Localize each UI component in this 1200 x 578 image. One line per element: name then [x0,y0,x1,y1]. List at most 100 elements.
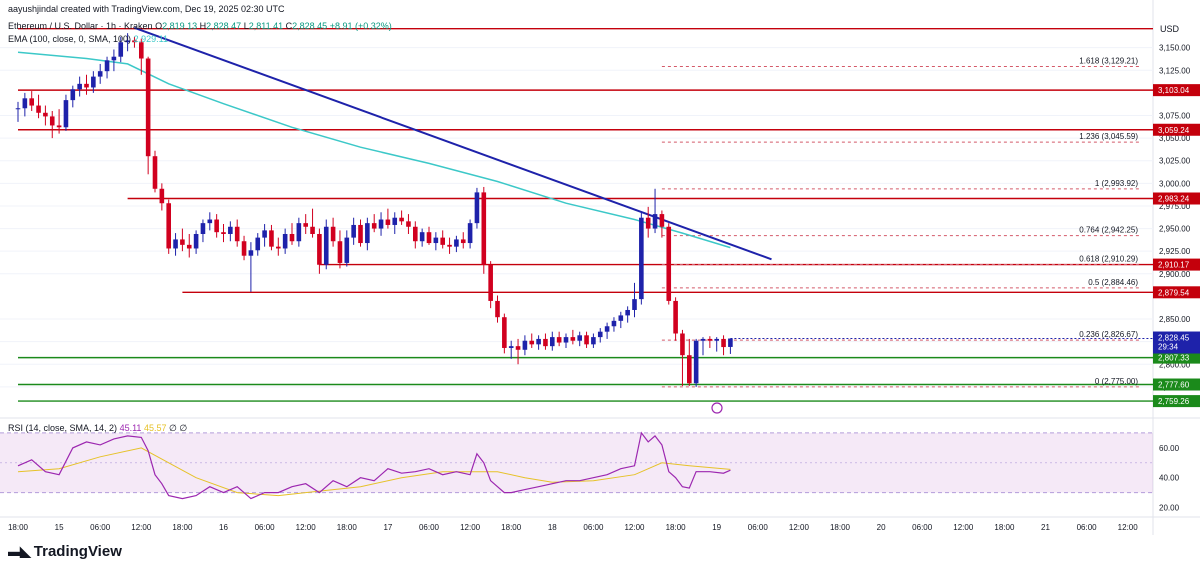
candle [49,110,55,139]
candle-body [604,326,610,332]
candle [159,183,165,211]
level-price-tag [1153,395,1200,408]
level-price-tag [1153,258,1200,271]
candle [522,335,528,356]
candle [550,331,555,351]
x-tick-label: 18:00 [337,523,358,532]
candle [43,105,48,126]
rsi-label: RSI (14, close, SMA, 14, 2) [8,423,118,433]
rsi-tick-label: 60.00 [1159,444,1180,453]
trendline [134,26,772,261]
ema-legend[interactable]: EMA (100, close, 0, SMA, 100) 2,929.11 [8,34,168,44]
x-tick-label: 18:00 [501,523,522,532]
candle [543,333,548,350]
candle [289,223,295,245]
high-value: 2,828.47 [206,21,242,31]
candle [139,38,144,75]
x-tick-label: 17 [383,523,392,532]
candle-body [591,337,596,345]
candle [570,329,576,345]
candle [180,228,185,252]
candle [392,212,398,234]
fib-level-label: 0.5 (2,884.46) [1088,278,1138,287]
candle-body [413,226,418,242]
rsi-tick-label: 20.00 [1159,504,1180,513]
candle [700,337,706,356]
candle-body [97,71,103,77]
candle-body [707,338,713,341]
level-price-tag [1153,286,1200,299]
x-tick-label: 06:00 [912,523,933,532]
rsi-legend[interactable]: RSI (14, close, SMA, 14, 2) 45.11 45.57 … [8,423,187,434]
candle-body [186,244,192,249]
candle-body [303,223,308,227]
y-tick-label: 2,850.00 [1159,315,1191,324]
level-price-label: 2,983.24 [1158,195,1190,204]
candle-body [255,237,261,251]
ohlc-legend: Ethereum / U.S. Dollar · 1h · Kraken O2,… [8,21,392,31]
candle [597,328,603,343]
candle [241,235,247,261]
level-price-label: 2,777.60 [1158,381,1190,390]
y-tick-label: 3,075.00 [1159,112,1191,121]
candle-body [529,340,535,345]
candle [625,306,630,323]
tradingview-logo: ▬◣ TradingView [8,543,122,560]
fib-level-label: 1.618 (3,129.21) [1079,56,1138,65]
candle [515,338,521,365]
candle-body [433,237,439,244]
candle-body [440,237,445,245]
symbol-title[interactable]: Ethereum / U.S. Dollar · 1h · Kraken [8,21,153,31]
level-price-label: 2,879.54 [1158,288,1190,297]
candle-body [611,320,617,327]
x-tick-label: 12:00 [1118,523,1139,532]
candle [145,56,151,175]
candle-body [625,309,630,316]
candle [536,335,541,350]
candle [310,208,315,238]
candle [454,235,459,253]
candle-body [269,230,274,247]
candle [36,94,41,119]
y-tick-label: 2,800.00 [1159,360,1191,369]
y-tick-label: 3,125.00 [1159,66,1191,75]
candle-body [296,223,302,242]
y-tick-label: 2,900.00 [1159,270,1191,279]
level-price-label: 2,759.26 [1158,397,1190,406]
candle [378,212,384,236]
candle-body [399,217,404,222]
x-tick-label: 20 [877,523,886,532]
candle-body [43,112,48,117]
level-price-tag [1153,123,1200,136]
candle [556,331,562,347]
candle-body [132,40,137,43]
candle [200,219,206,243]
candle [426,226,432,245]
candle [29,91,34,111]
chart-attribution: aayushjindal created with TradingView.co… [8,4,285,14]
candle-body [714,338,719,341]
candle-body [639,217,644,300]
candle-body [221,232,226,234]
candle-body [632,299,637,310]
candle [317,228,322,274]
candle-body [426,232,432,244]
candle [666,223,672,305]
rsi-tick-label: 40.00 [1159,474,1180,483]
currency-label: USD [1160,24,1180,34]
candle-body [419,232,425,242]
candle-body [467,223,473,244]
candle [687,338,692,386]
candle-body [392,217,398,225]
level-price-tag [1153,84,1200,97]
candle [419,228,425,247]
candle [330,217,336,247]
candle-body [543,338,548,347]
rsi-ma-value: 45.57 [143,423,167,433]
candle-body [344,237,350,263]
candle-body [91,76,96,88]
level-price-label: 2,910.17 [1158,261,1190,270]
candle-body [70,89,76,101]
candle [282,228,288,254]
